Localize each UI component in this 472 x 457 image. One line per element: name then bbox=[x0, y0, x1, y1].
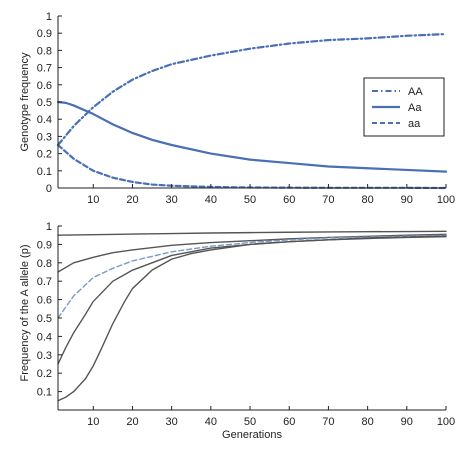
allele-y-tick-label: 0.2 bbox=[37, 368, 52, 380]
genotype-y-tick-label: 0.1 bbox=[37, 166, 52, 178]
genotype-x-tick-label: 100 bbox=[437, 194, 455, 206]
genotype-x-tick-label: 30 bbox=[166, 194, 178, 206]
allele-x-tick-label: 10 bbox=[87, 416, 99, 428]
genotype-x-ticks: 10 20 30 40 50 60 70 80 90 100 bbox=[87, 184, 455, 206]
genotype-x-tick-label: 10 bbox=[87, 194, 99, 206]
allele-y-tick-label: 0.5 bbox=[37, 313, 52, 325]
allele-y-tick-label: 0.8 bbox=[37, 258, 52, 270]
allele-y-axis-label: Frequency of the A allele (p) bbox=[19, 245, 31, 382]
genotype-y-tick-label: 0.3 bbox=[37, 131, 52, 143]
genotype-x-tick-label: 60 bbox=[283, 194, 295, 206]
genotype-y-tick-label: 0.4 bbox=[37, 114, 52, 126]
genotype-y-tick-label: 0.7 bbox=[37, 63, 52, 75]
genotype-x-tick-label: 40 bbox=[205, 194, 217, 206]
allele-y-tick-label: 1 bbox=[46, 221, 52, 233]
allele-x-tick-label: 90 bbox=[401, 416, 413, 428]
genotype-y-tick-label: 0.6 bbox=[37, 80, 52, 92]
allele-x-tick-label: 50 bbox=[244, 416, 256, 428]
genotype-x-tick-label: 50 bbox=[244, 194, 256, 206]
allele-y-tick-label: 0.3 bbox=[37, 350, 52, 362]
genotype-y-tick-label: 0.8 bbox=[37, 45, 52, 57]
legend-label-aa-upper: AA bbox=[408, 86, 423, 98]
genotype-y-axis-label: Genotype frequency bbox=[19, 52, 31, 152]
allele-series-line-3 bbox=[57, 235, 447, 365]
genotype-y-ticks: 0 0.1 0.2 0.3 0.4 0.5 0.6 0.7 0.8 0.9 1 bbox=[37, 11, 62, 195]
genotype-series-line-aa-1 bbox=[56, 100, 448, 173]
allele-series-line-0 bbox=[57, 230, 447, 236]
allele-plot-area bbox=[57, 230, 447, 402]
allele-x-tick-label: 20 bbox=[126, 416, 138, 428]
genotype-y-tick-label: 0 bbox=[46, 183, 52, 195]
allele-frequency-chart: 0.1 0.2 0.3 0.4 0.5 0.6 0.7 0.8 0.9 1 10 20 30 40 50 6… bbox=[19, 221, 455, 441]
genotype-frequency-chart: 0 0.1 0.2 0.3 0.4 0.5 0.6 0.7 0.8 0.9 1 10 20 30 40 50… bbox=[19, 11, 455, 206]
genotype-x-tick-label: 90 bbox=[401, 194, 413, 206]
allele-y-tick-label: 0.4 bbox=[37, 331, 52, 343]
genotype-x-tick-label: 80 bbox=[361, 194, 373, 206]
legend-label-aa-het: Aa bbox=[408, 102, 422, 114]
genotype-series-line-aa-0 bbox=[56, 32, 448, 147]
genotype-x-tick-label: 20 bbox=[126, 194, 138, 206]
allele-series-line-4 bbox=[57, 235, 447, 402]
allele-x-tick-label: 100 bbox=[437, 416, 455, 428]
allele-series-line-2 bbox=[57, 234, 447, 319]
genotype-y-tick-label: 0.9 bbox=[37, 28, 52, 40]
genotype-x-tick-label: 70 bbox=[322, 194, 334, 206]
genotype-legend: AA Aa aa bbox=[363, 77, 445, 137]
allele-y-tick-label: 0.9 bbox=[37, 239, 52, 251]
allele-y-tick-label: 0.1 bbox=[37, 387, 52, 399]
genotype-y-tick-label: 0.2 bbox=[37, 149, 52, 161]
allele-x-tick-label: 70 bbox=[322, 416, 334, 428]
genotype-series-line-aa-2 bbox=[56, 143, 448, 190]
allele-y-ticks: 0.1 0.2 0.3 0.4 0.5 0.6 0.7 0.8 0.9 1 bbox=[37, 221, 62, 399]
allele-x-axis-label: Generations bbox=[222, 429, 282, 441]
allele-y-tick-label: 0.7 bbox=[37, 276, 52, 288]
genotype-y-tick-label: 1 bbox=[46, 11, 52, 23]
legend-label-aa-lower: aa bbox=[408, 118, 421, 130]
allele-series-line-1 bbox=[57, 233, 447, 273]
allele-x-tick-label: 60 bbox=[283, 416, 295, 428]
allele-x-ticks: 10 20 30 40 50 60 70 80 90 100 bbox=[87, 406, 455, 428]
allele-y-tick-label: 0.6 bbox=[37, 295, 52, 307]
allele-x-tick-label: 30 bbox=[166, 416, 178, 428]
genotype-y-tick-label: 0.5 bbox=[37, 97, 52, 109]
allele-x-tick-label: 80 bbox=[361, 416, 373, 428]
allele-x-tick-label: 40 bbox=[205, 416, 217, 428]
